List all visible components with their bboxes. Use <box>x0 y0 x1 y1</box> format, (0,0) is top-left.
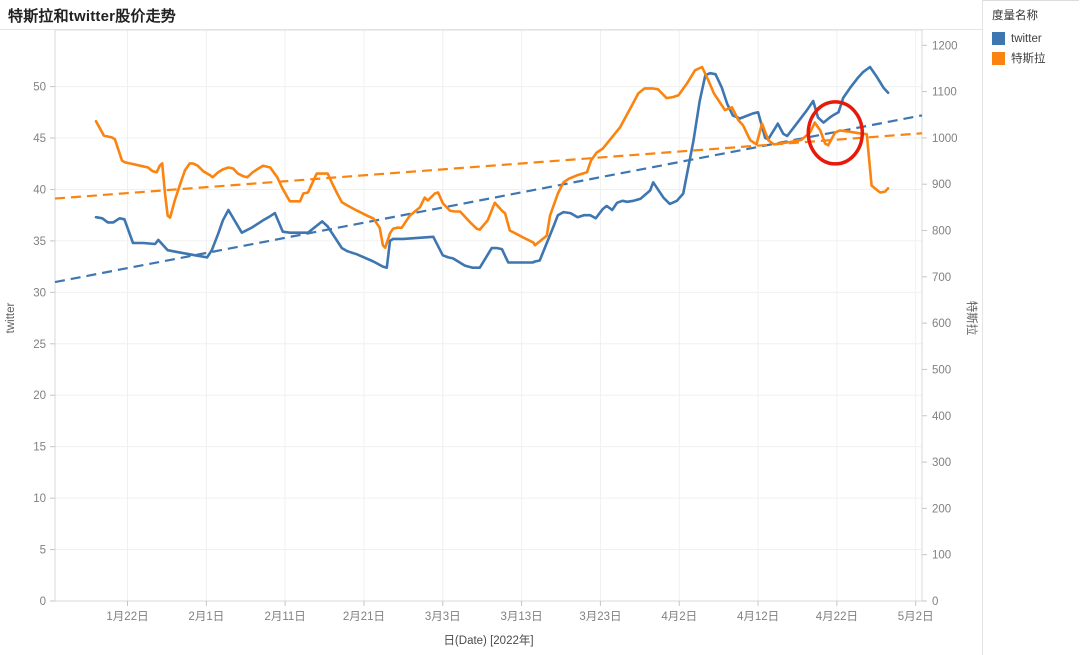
x-axis-tick-label: 3月3日 <box>425 611 461 623</box>
left-axis-title: twitter <box>5 302 17 333</box>
twitter-color-swatch <box>992 32 1005 45</box>
x-axis-tick-label: 4月12日 <box>737 611 779 623</box>
right-axis-tick-label: 100 <box>932 550 951 562</box>
plot-border <box>54 29 923 602</box>
x-axis-tick-label: 2月1日 <box>188 611 224 623</box>
right-axis-tick-label: 1100 <box>932 87 957 99</box>
right-axis-tick-label: 700 <box>932 272 951 284</box>
x-axis-tick-label: 3月23日 <box>579 611 621 623</box>
tesla-series-line[interactable] <box>94 65 890 249</box>
legend-item-twitter[interactable]: twitter <box>992 32 1079 45</box>
left-axis-tick-label: 10 <box>33 493 46 505</box>
right-axis-tick-label: 200 <box>932 503 951 515</box>
x-axis-tick-label: 4月2日 <box>661 611 697 623</box>
right-axis-tick-label: 0 <box>932 596 938 608</box>
right-axis-tick-label: 1200 <box>932 40 958 52</box>
legend-item-label: 特斯拉 <box>1011 53 1046 65</box>
title-bar: 特斯拉和twitter股价走势 <box>0 0 982 30</box>
x-axis-tick-label: 1月22日 <box>106 611 148 623</box>
highlight-circle-annotation <box>806 100 865 166</box>
tesla-color-swatch <box>992 51 1005 65</box>
right-axis-tick-label: 1000 <box>932 133 958 145</box>
left-axis-tick-label: 0 <box>40 596 46 608</box>
left-axis-tick-label: 15 <box>33 442 46 454</box>
tesla-trendline[interactable] <box>54 132 923 200</box>
right-axis-tick-label: 300 <box>932 457 951 469</box>
left-axis-tick-label: 20 <box>33 390 46 402</box>
legend-item-label: twitter <box>1011 32 1042 45</box>
legend-panel: 度量名称 twitter 特斯拉 <box>982 0 1079 655</box>
left-axis-tick-label: 50 <box>33 82 46 94</box>
right-axis-tick-label: 400 <box>932 411 951 423</box>
legend-title: 度量名称 <box>992 10 1038 22</box>
right-axis-tick-label: 900 <box>932 179 951 191</box>
left-axis-tick-label: 35 <box>33 236 46 248</box>
left-axis-tick-label: 25 <box>33 339 46 351</box>
x-axis-tick-label: 4月22日 <box>816 611 858 623</box>
x-axis-title: 日(Date) [2022年] <box>443 633 533 647</box>
twitter-trendline[interactable] <box>54 114 923 284</box>
left-axis-tick-label: 40 <box>33 184 46 196</box>
x-axis-tick-label: 2月11日 <box>264 611 305 623</box>
x-axis-tick-label: 3月13日 <box>501 611 543 623</box>
left-axis-tick-label: 30 <box>33 287 46 299</box>
right-axis-tick-label: 600 <box>932 318 951 330</box>
right-axis-title: 特斯拉 <box>965 301 979 336</box>
right-axis-tick-label: 500 <box>932 364 951 376</box>
left-axis-tick-label: 45 <box>33 133 46 145</box>
left-axis-tick-label: 5 <box>40 545 46 557</box>
page-title: 特斯拉和twitter股价走势 <box>8 8 177 25</box>
right-axis-tick-label: 800 <box>932 226 951 238</box>
x-axis-tick-label: 2月21日 <box>343 611 385 623</box>
legend-item-tesla[interactable]: 特斯拉 <box>992 50 1079 66</box>
twitter-series-line[interactable] <box>94 65 890 270</box>
x-axis-tick-label: 5月2日 <box>898 611 934 623</box>
